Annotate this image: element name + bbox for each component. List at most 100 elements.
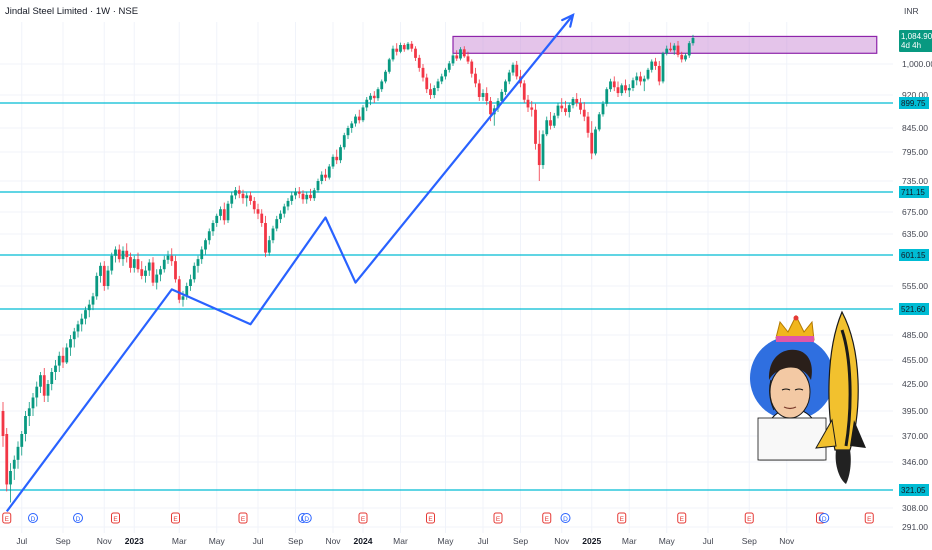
price-axis-layer[interactable]: 1,000.00 920.00 845.00 795.00 735.00 675.00 63… xyxy=(899,30,932,532)
y-tick-label: 1,000.00 xyxy=(902,59,932,69)
level-price-label: 601.15 xyxy=(901,251,926,260)
candle-body xyxy=(286,200,290,207)
candle-body xyxy=(406,43,410,50)
candle-body xyxy=(192,265,196,280)
candle-body xyxy=(252,200,256,210)
candle-body xyxy=(207,231,211,241)
level-price-label: 711.15 xyxy=(901,188,925,197)
candle-body xyxy=(140,269,144,276)
candle-body xyxy=(31,397,35,409)
candle-body xyxy=(46,384,50,396)
candle-body xyxy=(249,195,252,201)
candle-body xyxy=(657,65,661,82)
candle-body xyxy=(627,88,631,91)
candle-body xyxy=(282,206,286,214)
x-tick-label: Sep xyxy=(55,536,70,546)
candle-body xyxy=(616,87,620,94)
candle-body xyxy=(189,279,192,286)
y-tick-label: 920.00 xyxy=(902,90,928,100)
candle-body xyxy=(354,116,357,124)
candle-body xyxy=(560,105,564,109)
candle-body xyxy=(504,81,507,92)
candle-body xyxy=(691,37,695,44)
trendline-layer[interactable] xyxy=(5,13,575,513)
candle-body xyxy=(549,120,552,126)
candle-body xyxy=(620,85,624,94)
earnings-marker xyxy=(111,512,120,524)
x-tick-label: Sep xyxy=(288,536,303,546)
candle-body xyxy=(556,105,560,116)
candle-body xyxy=(387,59,391,72)
candle-body xyxy=(477,83,481,97)
dividend-marker xyxy=(28,513,38,523)
candle-body xyxy=(24,416,27,434)
earnings-marker xyxy=(171,512,180,524)
candle-body xyxy=(99,265,102,276)
candle-body xyxy=(684,55,687,60)
candle-body xyxy=(631,80,635,89)
y-tick-label: 675.00 xyxy=(902,207,928,217)
candle-body xyxy=(395,48,399,52)
time-axis-layer[interactable]: Jul Sep Nov 2023 Mar May Jul Sep Nov 2024 Mar May Ju… xyxy=(16,536,795,546)
candle-body xyxy=(174,261,177,280)
candle-body xyxy=(500,91,504,101)
candle-body xyxy=(226,203,230,221)
candle-body xyxy=(391,48,395,60)
candle-body xyxy=(594,129,597,154)
candle-body xyxy=(260,213,264,223)
event-marker-letter: D xyxy=(76,516,81,523)
candle-body xyxy=(687,43,691,56)
y-tick-label: 425.00 xyxy=(902,379,928,389)
x-tick-label: May xyxy=(437,536,454,546)
x-tick-label: Mar xyxy=(622,536,637,546)
candle-body xyxy=(414,48,417,58)
candle-body xyxy=(432,88,436,95)
y-tick-label: 735.00 xyxy=(902,176,928,186)
candle-body xyxy=(237,190,241,194)
candle-body xyxy=(324,174,327,178)
candle-body xyxy=(485,93,489,101)
level-price-label: 321.05 xyxy=(901,486,926,495)
candle-body xyxy=(320,174,324,181)
candle-body xyxy=(672,45,676,51)
candle-body xyxy=(650,61,654,70)
trendline-path[interactable] xyxy=(5,14,574,513)
event-marker-letter: E xyxy=(620,516,625,523)
candle-body xyxy=(65,347,69,363)
candle-body xyxy=(219,209,222,216)
earnings-marker xyxy=(864,512,874,524)
candle-body xyxy=(537,143,541,166)
resistance-zone[interactable] xyxy=(452,35,878,54)
candle-body xyxy=(264,223,267,253)
candle-body xyxy=(91,296,95,305)
candle-body xyxy=(84,310,87,319)
candle-body xyxy=(76,324,80,332)
candle-body xyxy=(144,270,147,276)
earnings-marker xyxy=(493,512,503,524)
x-tick-label: Nov xyxy=(325,536,341,546)
candle-body xyxy=(447,63,451,70)
horizontal-levels-layer xyxy=(0,102,893,491)
grid-layer xyxy=(0,22,893,533)
candle-body xyxy=(245,195,249,199)
candle-body xyxy=(159,269,162,275)
candle-body xyxy=(241,193,245,199)
event-marker-letter: E xyxy=(113,516,118,523)
candle-body xyxy=(271,228,275,241)
candle-body xyxy=(230,195,234,204)
candle-body xyxy=(170,255,174,262)
x-tick-label: Jul xyxy=(253,536,264,546)
earnings-marker xyxy=(426,512,435,524)
candle-body xyxy=(309,194,312,199)
current-price-tag[interactable] xyxy=(899,30,932,52)
candle-body xyxy=(402,45,406,50)
x-tick-label: Mar xyxy=(393,536,408,546)
candle-body xyxy=(586,116,590,133)
candle-body xyxy=(350,123,354,128)
candle-body xyxy=(39,375,42,387)
candle-body xyxy=(399,45,402,52)
candle-body xyxy=(335,156,339,161)
